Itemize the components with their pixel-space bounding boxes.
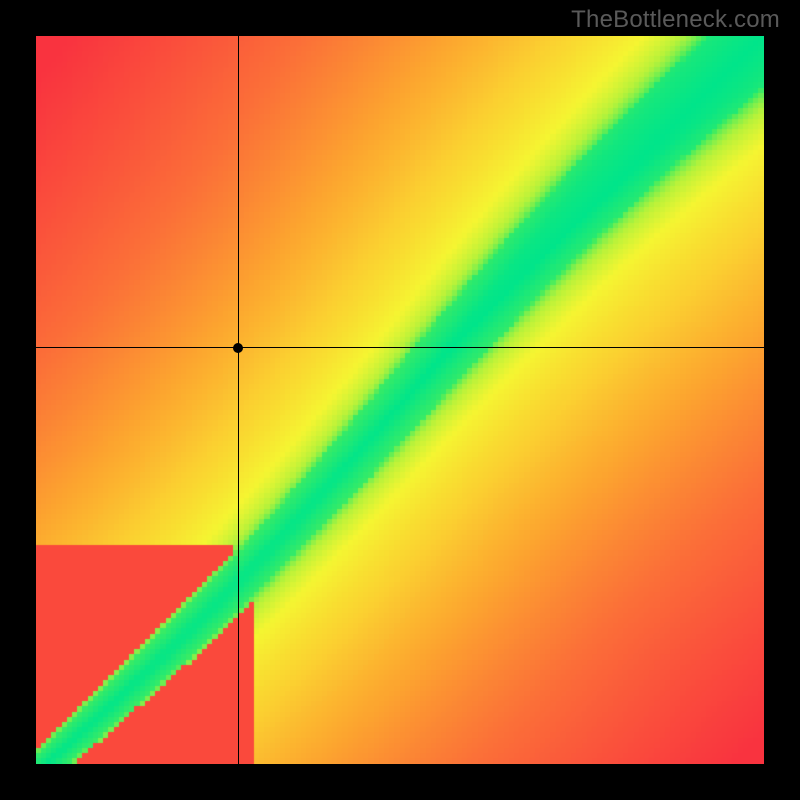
chart-container: TheBottleneck.com: [0, 0, 800, 800]
crosshair-point: [233, 343, 243, 353]
watermark-text: TheBottleneck.com: [571, 6, 780, 34]
crosshair-vertical: [238, 36, 239, 764]
crosshair-horizontal: [36, 347, 764, 348]
heatmap-canvas: [36, 36, 764, 764]
plot-area: [36, 36, 764, 764]
